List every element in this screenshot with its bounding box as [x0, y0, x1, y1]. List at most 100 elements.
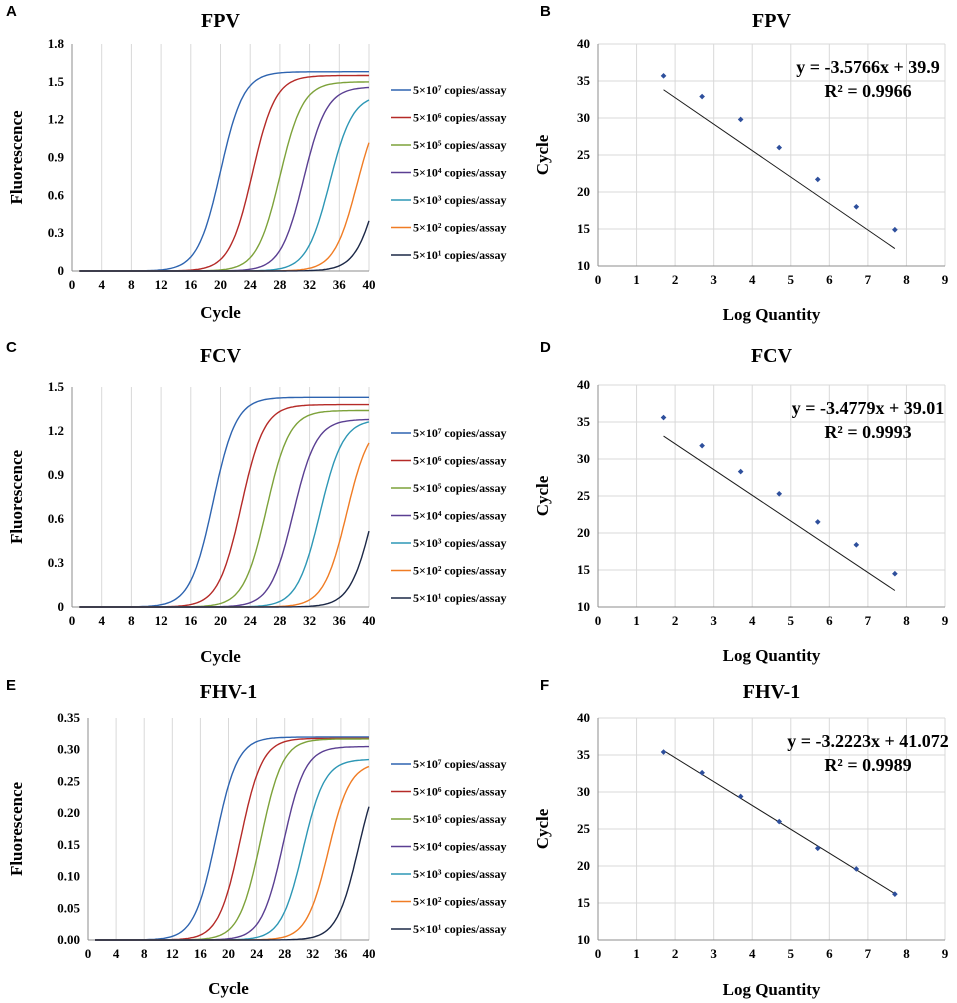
x-tick-label: 4 [98, 277, 105, 292]
x-tick-label: 4 [113, 946, 120, 961]
legend-label: 5×10⁶ copies/assay [413, 454, 506, 468]
y-tick-label: 0.05 [57, 900, 80, 915]
panel-letter: E [6, 677, 16, 694]
data-point [776, 144, 783, 151]
x-tick-label: 8 [141, 946, 148, 961]
panel-c: C FCV Cycle Fluorescence 0 4 8 12 16 20 24 28 32 36 40… [6, 339, 506, 666]
legend-label: 5×10⁴ copies/assay [413, 840, 506, 854]
panel-letter: D [540, 339, 551, 356]
x-tick-label: 0 [69, 277, 76, 292]
y-tick-label: 0.3 [48, 225, 65, 240]
panel-letter: B [540, 3, 551, 20]
x-tick-label: 28 [278, 946, 292, 961]
data-point [776, 818, 783, 825]
x-tick-label: 9 [942, 272, 949, 287]
legend-label: 5×10⁷ copies/assay [413, 426, 506, 440]
x-tick-label: 7 [865, 946, 872, 961]
panel-e: E FHV-1 Cycle Fluorescence 0 4 8 12 16 20 24 28 32 36… [6, 677, 506, 998]
y-tick-label: 0.6 [48, 511, 65, 526]
x-tick-label: 0 [595, 946, 602, 961]
legend-label: 5×10¹ copies/assay [413, 922, 506, 936]
y-axis-label: Cycle [533, 134, 552, 175]
y-tick-label: 15 [577, 895, 591, 910]
data-point [814, 845, 821, 852]
x-tick-label: 3 [710, 946, 717, 961]
x-tick-label: 0 [595, 272, 602, 287]
y-tick-label: 20 [577, 858, 590, 873]
x-tick-label: 24 [244, 613, 258, 628]
data-point [737, 468, 744, 475]
trendline [663, 435, 896, 591]
regression-equation: y = -3.5766x + 39.9 [796, 57, 940, 77]
y-axis-label: Fluorescence [7, 110, 26, 205]
data-point [892, 226, 898, 233]
x-tick-label: 32 [306, 946, 319, 961]
chart-title: FHV-1 [200, 681, 257, 703]
x-tick-label: 1 [633, 272, 640, 287]
y-tick-label: 20 [577, 525, 590, 540]
amplification-curve [79, 530, 370, 608]
x-tick-label: 9 [942, 946, 949, 961]
y-tick-label: 40 [577, 710, 590, 725]
data-point [699, 769, 705, 776]
x-tick-label: 6 [826, 613, 833, 628]
y-tick-label: 35 [577, 73, 591, 88]
y-axis-label: Fluorescence [7, 450, 26, 545]
x-axis-label: Log Quantity [723, 980, 821, 999]
y-tick-label: 1.2 [48, 423, 64, 438]
x-tick-label: 24 [244, 277, 258, 292]
data-point [699, 442, 705, 449]
y-tick-label: 10 [577, 932, 590, 947]
chart-title: FPV [752, 10, 791, 32]
data-point [737, 793, 744, 800]
amplification-curve [79, 409, 369, 608]
x-tick-label: 16 [184, 613, 198, 628]
amplification-curve [79, 396, 369, 608]
amplification-curve [79, 74, 369, 272]
r-squared: R² = 0.9993 [824, 422, 911, 442]
regression-equation: y = -3.2223x + 41.072 [787, 731, 949, 751]
data-point [660, 749, 667, 755]
amplification-curve [79, 442, 370, 608]
y-tick-label: 40 [577, 36, 590, 51]
panel-f: F FHV-1 Log Quantity Cycle 0 1 2 3 4 5 6 7 8 9 10 15 20 2… [533, 677, 949, 999]
data-point [814, 519, 821, 525]
y-tick-label: 0.3 [48, 555, 65, 570]
x-axis-label: Cycle [200, 647, 241, 666]
y-tick-label: 40 [577, 377, 590, 392]
data-point [737, 116, 744, 123]
y-tick-label: 0.15 [57, 837, 80, 852]
x-tick-label: 6 [826, 272, 833, 287]
panel-letter: F [540, 677, 549, 694]
x-tick-label: 5 [788, 946, 795, 961]
legend-label: 5×10² copies/assay [413, 221, 506, 235]
y-tick-label: 10 [577, 599, 590, 614]
x-axis-label: Cycle [208, 979, 249, 998]
x-tick-label: 8 [903, 272, 910, 287]
chart-title: FCV [751, 345, 793, 367]
y-tick-label: 35 [577, 747, 591, 762]
x-tick-label: 40 [363, 613, 376, 628]
y-tick-label: 0.20 [57, 805, 80, 820]
x-tick-label: 4 [98, 613, 105, 628]
x-tick-label: 3 [710, 272, 717, 287]
y-tick-label: 0 [58, 263, 65, 278]
x-tick-label: 7 [865, 272, 872, 287]
x-tick-label: 28 [273, 277, 287, 292]
x-tick-label: 7 [865, 613, 872, 628]
chart-title: FCV [200, 345, 242, 367]
panel-letter: C [6, 339, 17, 356]
x-tick-label: 32 [303, 277, 316, 292]
x-tick-label: 2 [672, 613, 679, 628]
legend-label: 5×10³ copies/assay [413, 867, 506, 881]
legend-label: 5×10¹ copies/assay [413, 248, 506, 262]
y-tick-label: 30 [577, 784, 590, 799]
trendline [663, 89, 896, 249]
y-tick-label: 0.30 [57, 742, 80, 757]
amplification-curve [95, 806, 370, 941]
legend-label: 5×10² copies/assay [413, 895, 506, 909]
x-tick-label: 36 [333, 277, 347, 292]
r-squared: R² = 0.9966 [824, 81, 911, 101]
x-tick-label: 24 [250, 946, 264, 961]
